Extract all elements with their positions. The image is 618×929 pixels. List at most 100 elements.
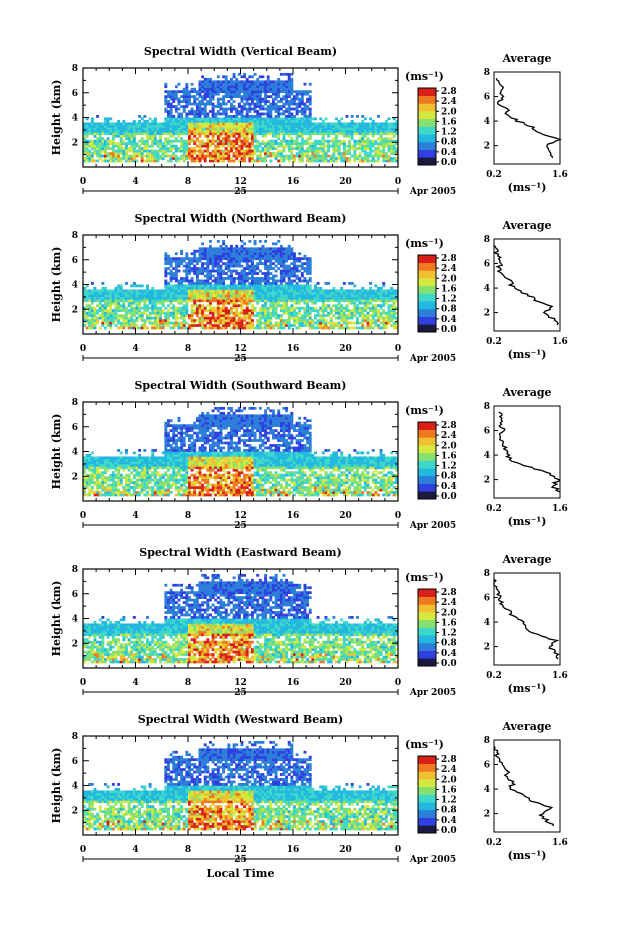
heatmap-cell bbox=[230, 110, 233, 113]
heatmap-cell bbox=[101, 314, 105, 317]
heatmap-cell bbox=[272, 314, 275, 317]
heatmap-cell bbox=[282, 254, 286, 258]
heatmap-cell bbox=[371, 326, 375, 330]
heatmap-cell bbox=[96, 296, 100, 300]
heatmap-cell bbox=[274, 296, 278, 300]
heatmap-cell bbox=[190, 139, 194, 143]
heatmap-cell bbox=[258, 159, 262, 163]
heatmap-cell bbox=[209, 77, 212, 81]
heatmap-cell bbox=[300, 139, 304, 143]
heatmap-cell bbox=[156, 122, 160, 126]
heatmap-cell bbox=[248, 85, 252, 89]
heatmap-cell bbox=[298, 159, 302, 163]
heatmap-cell bbox=[269, 304, 273, 308]
heatmap-cell bbox=[122, 304, 126, 308]
heatmap-cell bbox=[182, 127, 186, 131]
heatmap-cell bbox=[290, 97, 294, 101]
heatmap-cell bbox=[174, 110, 178, 113]
heatmap-cell bbox=[177, 117, 181, 121]
heatmap-cell bbox=[224, 254, 228, 258]
heatmap-cell bbox=[337, 306, 341, 310]
heatmap-cell bbox=[277, 304, 281, 308]
heatmap-cell bbox=[219, 90, 223, 94]
heatmap-cell bbox=[232, 80, 236, 84]
heatmap-cell bbox=[251, 304, 254, 308]
heatmap-cell bbox=[245, 97, 249, 101]
heatmap-cell bbox=[258, 80, 262, 84]
heatmap-cell bbox=[122, 326, 126, 330]
heatmap-cell bbox=[201, 107, 205, 111]
heatmap-cell bbox=[240, 306, 244, 310]
heatmap-cell bbox=[188, 296, 191, 300]
heatmap-cell bbox=[374, 304, 378, 308]
heatmap-cell bbox=[230, 321, 233, 325]
heatmap-cell bbox=[282, 97, 286, 101]
heatmap-cell bbox=[211, 87, 215, 91]
heatmap-cell bbox=[369, 282, 373, 285]
heatmap-cell bbox=[237, 299, 241, 303]
heatmap-cell bbox=[390, 296, 394, 300]
heatmap-cell bbox=[300, 149, 304, 153]
heatmap-cell bbox=[290, 284, 294, 288]
heatmap-cell bbox=[295, 134, 299, 138]
heatmap-cell bbox=[195, 154, 199, 158]
heatmap-cell bbox=[209, 100, 212, 103]
heatmap-cell bbox=[269, 154, 273, 158]
heatmap-cell bbox=[222, 154, 226, 158]
heatmap-cell bbox=[264, 129, 268, 133]
heatmap-cell bbox=[130, 137, 134, 141]
heatmap-cell bbox=[195, 306, 199, 310]
heatmap-cell bbox=[90, 299, 94, 303]
heatmap-cell bbox=[224, 267, 228, 270]
heatmap-cell bbox=[258, 314, 262, 317]
heatmap-cell bbox=[132, 139, 136, 143]
heatmap-cell bbox=[248, 122, 252, 126]
heatmap-cell bbox=[374, 149, 378, 153]
heatmap-cell bbox=[235, 244, 239, 248]
heatmap-cell bbox=[342, 147, 346, 150]
heatmap-cell bbox=[122, 294, 126, 298]
heatmap-cell bbox=[311, 321, 315, 325]
heatmap-cell bbox=[261, 112, 265, 116]
heatmap-cell bbox=[253, 286, 257, 290]
heatmap-cell bbox=[132, 124, 136, 128]
heatmap-cell bbox=[366, 142, 370, 146]
heatmap-cell bbox=[253, 92, 257, 96]
heatmap-cell bbox=[146, 149, 149, 153]
heatmap-cell bbox=[245, 80, 249, 84]
heatmap-cell bbox=[256, 254, 260, 258]
heatmap-cell bbox=[248, 316, 252, 320]
heatmap-cell bbox=[211, 95, 215, 98]
heatmap-cell bbox=[209, 247, 212, 251]
heatmap-cell bbox=[198, 90, 202, 94]
heatmap-cell bbox=[258, 259, 262, 263]
heatmap-cell bbox=[177, 149, 181, 153]
heatmap-cell bbox=[219, 85, 223, 89]
heatmap-cell bbox=[222, 262, 226, 265]
heatmap-cell bbox=[138, 144, 142, 148]
heatmap-cell bbox=[272, 257, 275, 261]
heatmap-cell bbox=[227, 144, 231, 148]
heatmap-cell bbox=[211, 142, 215, 146]
heatmap-cell bbox=[201, 324, 205, 327]
heatmap-cell bbox=[106, 152, 110, 155]
heatmap-cell bbox=[363, 326, 367, 330]
heatmap-cell bbox=[303, 102, 307, 106]
heatmap-cell bbox=[117, 149, 121, 153]
heatmap-cell bbox=[300, 134, 304, 138]
heatmap-cell bbox=[356, 309, 359, 313]
heatmap-cell bbox=[214, 159, 218, 163]
heatmap-cell bbox=[319, 159, 323, 163]
heatmap-cell bbox=[337, 124, 341, 128]
heatmap-cell bbox=[264, 326, 268, 330]
heatmap-cell bbox=[104, 321, 107, 325]
heatmap-cell bbox=[298, 269, 302, 273]
heatmap-cell bbox=[101, 147, 105, 150]
heatmap-cell bbox=[382, 296, 386, 300]
heatmap-cell bbox=[303, 262, 307, 265]
heatmap-cell bbox=[198, 119, 202, 123]
heatmap-cell bbox=[177, 326, 181, 330]
heatmap-cell bbox=[201, 87, 205, 91]
heatmap-cell bbox=[195, 319, 199, 322]
heatmap-cell bbox=[161, 319, 165, 322]
